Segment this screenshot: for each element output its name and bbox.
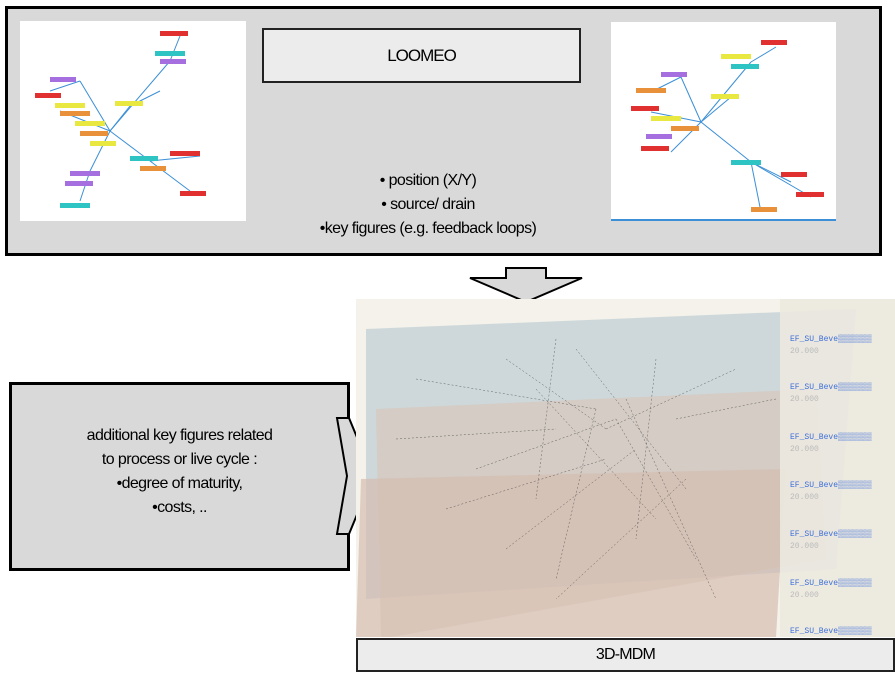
network-graph-right xyxy=(631,40,824,213)
loomeo-panel: LOOMEO • position (X/Y) • source/ drain … xyxy=(5,6,882,256)
node-list-item: EF_SU_Beve▒▒▒▒▒▒▒ xyxy=(790,627,872,636)
additional-key-figures-panel: additional key figures related to proces… xyxy=(9,382,350,571)
side-line-1: additional key figures related xyxy=(86,427,273,444)
bullet-position: • position (X/Y) xyxy=(379,172,477,189)
loomeo-title: LOOMEO xyxy=(387,45,457,65)
loomeo-title-box: LOOMEO xyxy=(262,28,581,83)
node-list-item: EF_SU_Beve▒▒▒▒▒▒▒ 20.000 xyxy=(790,383,872,404)
node-list-item: EF_SU_Beve▒▒▒▒▒▒▒ 20.000 xyxy=(790,335,872,356)
3d-mdm-label-box: 3D-MDM xyxy=(356,638,895,672)
additional-key-figures-text: additional key figures related to proces… xyxy=(12,424,347,520)
node-list-column: EF_SU_Beve▒▒▒▒▒▒▒ 20.000 EF_SU_Beve▒▒▒▒▒▒… xyxy=(790,299,895,637)
3d-mdm-view: EF_SU_Beve▒▒▒▒▒▒▒ 20.000 EF_SU_Beve▒▒▒▒▒▒… xyxy=(356,299,895,637)
bullet-key-figures: •key figures (e.g. feedback loops) xyxy=(319,220,537,237)
loomeo-graph-thumbnail-right xyxy=(611,22,836,221)
side-line-2: to process or live cycle : xyxy=(101,451,258,468)
side-line-4: •costs, .. xyxy=(152,499,207,516)
loomeo-graph-thumbnail-left xyxy=(20,21,246,221)
network-graph-left xyxy=(35,31,206,208)
loomeo-bullets: • position (X/Y) • source/ drain •key fi… xyxy=(238,169,618,241)
bullet-source-drain: • source/ drain xyxy=(381,196,475,213)
node-list-item: EF_SU_Beve▒▒▒▒▒▒▒ 20.000 xyxy=(790,579,872,600)
down-arrow-icon xyxy=(469,267,583,304)
node-list-item: EF_SU_Beve▒▒▒▒▒▒▒ 20.000 xyxy=(790,433,872,454)
node-list-item: EF_SU_Beve▒▒▒▒▒▒▒ 20.000 xyxy=(790,481,872,502)
node-list-item: EF_SU_Beve▒▒▒▒▒▒▒ 20.000 xyxy=(790,530,872,551)
3d-mdm-label: 3D-MDM xyxy=(595,646,656,663)
3d-layer-visualization xyxy=(356,299,895,637)
side-line-3: •degree of maturity, xyxy=(116,475,243,492)
right-arrow-icon xyxy=(335,417,375,535)
